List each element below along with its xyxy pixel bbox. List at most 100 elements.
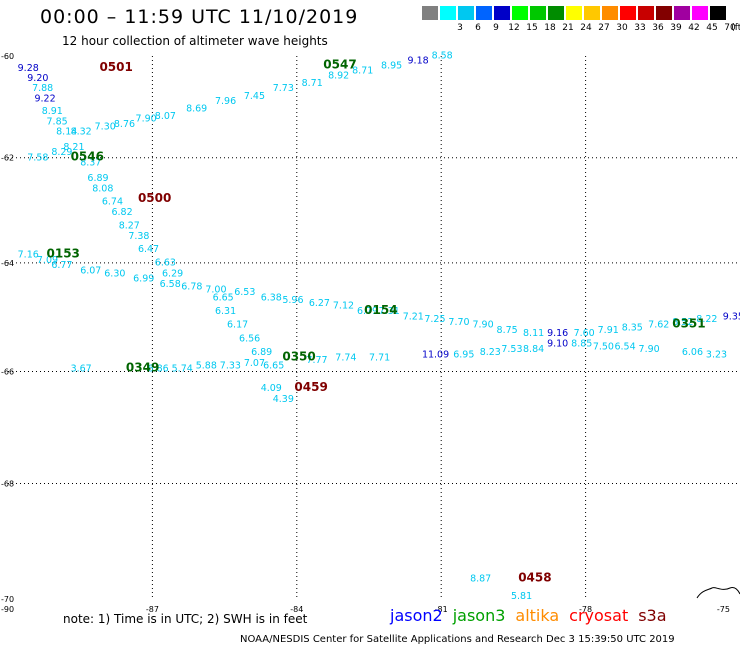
wave-height-value: 7.50 — [593, 341, 614, 352]
wave-height-value: 8.85 — [571, 339, 592, 350]
wave-height-value: 8.37 — [80, 157, 101, 168]
color-swatch-label: 70 — [724, 23, 736, 33]
wave-height-value: 9.16 — [547, 328, 568, 339]
wave-height-value: 8.07 — [155, 111, 176, 122]
color-swatch-label: 42 — [688, 23, 700, 33]
coastline — [696, 587, 740, 599]
wave-height-value: 6.74 — [102, 197, 123, 208]
wave-height-value: 7.58 — [27, 152, 48, 163]
color-swatch-label: 27 — [598, 23, 610, 33]
wave-height-value: 6.79 — [357, 306, 378, 317]
color-swatch-label: 18 — [544, 23, 556, 33]
wave-height-value: 7.90 — [639, 344, 660, 355]
wave-height-value: 7.62 — [648, 320, 669, 331]
longitude-label: -75 — [717, 605, 730, 614]
wave-height-value: 8.91 — [42, 106, 63, 117]
color-swatch — [584, 6, 600, 20]
wave-height-value: 9.28 — [18, 63, 39, 74]
color-swatch — [638, 6, 654, 20]
color-swatch — [602, 6, 618, 20]
wave-height-value: 7.16 — [18, 250, 39, 261]
wave-height-value: 6.47 — [138, 244, 159, 255]
wave-height-value: 8.76 — [114, 119, 135, 130]
longitude-label: -90 — [1, 605, 14, 614]
pass-time-labels: 0501 0547 0546 0500 0153 0154 0351 0349 0350 0459… — [47, 58, 706, 585]
wave-height-value: 6.65 — [213, 292, 234, 303]
wave-height-value: 9.10 — [547, 339, 568, 350]
satellite-legend-item: altika — [515, 606, 560, 625]
footer-credit: NOAA/NESDIS Center for Satellite Applica… — [240, 634, 675, 645]
latitude-label: -68 — [1, 480, 14, 489]
color-scale-unit: (ft) — [731, 23, 740, 33]
color-swatch-label: 3 — [457, 23, 463, 33]
color-swatch — [440, 6, 456, 20]
pass-time-label: 0350 — [282, 349, 315, 363]
color-swatch-label: 36 — [652, 23, 664, 33]
latitude-label: -64 — [1, 259, 14, 268]
wave-height-value: 7.33 — [220, 361, 241, 372]
wave-height-value: 6.31 — [215, 306, 236, 317]
latitude-label: -60 — [1, 52, 14, 61]
color-swatch — [458, 6, 474, 20]
wave-height-value: 6.78 — [181, 282, 202, 293]
wave-height-value: 8.14 — [56, 127, 77, 138]
wave-height-value: 6.82 — [111, 207, 132, 218]
footer-note: note: 1) Time is in UTC; 2) SWH is in fe… — [63, 612, 308, 626]
wave-height-value: 7.45 — [244, 91, 265, 102]
wave-height-value: 6.53 — [234, 287, 255, 298]
wave-height-value: 6.30 — [104, 268, 125, 279]
map-subtitle: 12 hour collection of altimeter wave hei… — [62, 34, 328, 48]
wave-height-value: 8.87 — [470, 573, 491, 584]
pass-time-label: 0154 — [364, 303, 397, 317]
wave-height-value: 6.07 — [80, 266, 101, 277]
wave-height-value: 6.56 — [239, 333, 260, 344]
wave-height-value: 8.08 — [92, 184, 113, 195]
wave-height-value: 8.11 — [523, 328, 544, 339]
pass-time-label: 0458 — [518, 570, 551, 584]
latitude-label: -66 — [1, 367, 14, 376]
wave-height-value: 6.63 — [155, 258, 176, 269]
wave-height-value: 8.27 — [119, 220, 140, 231]
wave-height-value: 8.23 — [480, 347, 501, 358]
wave-height-value: 6.86 — [148, 363, 169, 374]
wave-height-value: 11.09 — [422, 350, 449, 361]
wave-height-value: 8.95 — [381, 61, 402, 72]
wave-height-value: 7.73 — [273, 83, 294, 94]
latitude-label: -70 — [1, 595, 14, 604]
wave-height-value: 9.20 — [27, 73, 48, 84]
color-swatch-label: 45 — [706, 23, 718, 33]
wave-height-value: 8.71 — [352, 66, 373, 77]
wave-height-value: 7.30 — [95, 121, 116, 132]
wave-height-value: 8.69 — [186, 104, 207, 115]
wave-height-value: 6.89 — [251, 347, 272, 358]
wave-height-value: 3.23 — [706, 350, 727, 361]
wave-height-value: 6.29 — [162, 268, 183, 279]
wave-height-value: 8.58 — [432, 51, 453, 62]
pass-time-label: 0153 — [47, 247, 80, 261]
wave-height-value: 7.38 — [128, 231, 149, 242]
color-swatch-label: 39 — [670, 23, 682, 33]
wave-height-value: 8.84 — [523, 344, 544, 355]
wave-height-value: 8.92 — [328, 71, 349, 82]
color-swatch — [656, 6, 672, 20]
color-swatch-label: 21 — [562, 23, 574, 33]
wave-height-value: 6.65 — [263, 361, 284, 372]
wave-height-value: 6.54 — [614, 341, 635, 352]
satellite-legend-item: jason3 — [452, 606, 506, 625]
wave-height-value: 7.21 — [403, 311, 424, 322]
satellite-legend-item: cryosat — [569, 606, 629, 625]
wave-height-value: 8.29 — [51, 147, 72, 158]
wave-height-value: 7.88 — [32, 83, 53, 94]
color-swatch-label: 33 — [634, 23, 646, 33]
wave-height-value: 8.35 — [622, 322, 643, 333]
wave-height-value: 7.12 — [333, 301, 354, 312]
wave-height-value: 7.53 — [501, 344, 522, 355]
satellite-legend: jason2 jason3 altika cryosat s3a — [390, 606, 677, 625]
color-swatch-label: 15 — [526, 23, 538, 33]
wave-height-value: 7.09 — [37, 255, 58, 266]
wave-height-value: 6.89 — [87, 173, 108, 184]
wave-height-value: 7.77 — [306, 355, 327, 366]
color-swatch — [494, 6, 510, 20]
pass-time-label: 0349 — [126, 360, 159, 374]
longitude-label: -84 — [290, 605, 303, 614]
